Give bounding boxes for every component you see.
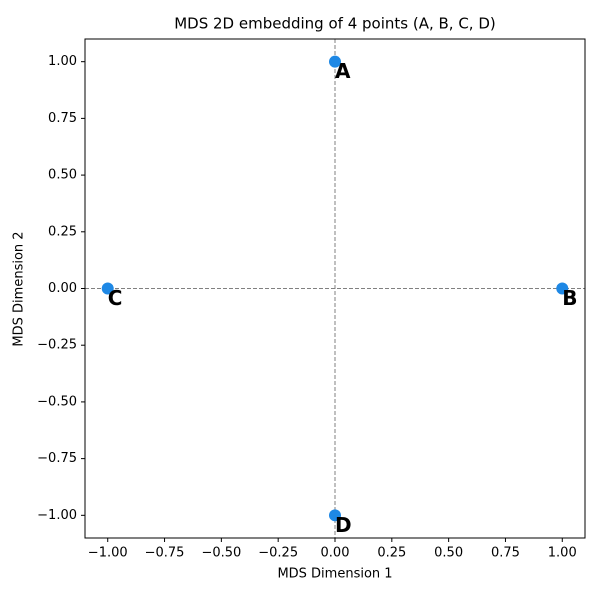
point-label: C [108,286,123,310]
point [101,282,114,295]
y-tick-label: 0.50 [48,168,77,183]
point-label: D [335,513,352,537]
x-tick-label: −0.50 [201,546,241,561]
x-tick-label: −0.25 [258,546,298,561]
y-tick-label: 0.75 [48,111,77,126]
x-tick-label: −0.75 [145,546,185,561]
plot-frame [84,38,586,539]
x-tick-label: 1.00 [548,546,577,561]
point [329,55,341,68]
x-tick-label: −1.00 [88,546,128,561]
y-tick-label: −1.00 [37,508,77,523]
y-axis-label: MDS Dimension 2 [12,231,27,346]
y-tick-label: −0.50 [37,394,77,409]
point [329,509,341,522]
y-tick-label: 0.00 [48,281,77,296]
x-tick-label: 0.75 [491,546,520,561]
x-tick-label: 0.25 [377,546,406,561]
chart-title: MDS 2D embedding of 4 points (A, B, C, D… [174,15,496,33]
x-tick-label: 0.50 [434,546,463,561]
x-tick-label: 0.00 [321,546,350,561]
y-tick-label: 1.00 [48,54,77,69]
point-label: A [335,59,351,83]
y-tick-label: −0.75 [37,451,77,466]
point-label: B [562,286,577,310]
y-tick-label: −0.25 [37,338,77,353]
y-tick-label: 0.25 [48,224,77,239]
x-axis-label: MDS Dimension 1 [277,567,392,582]
point [556,282,569,295]
